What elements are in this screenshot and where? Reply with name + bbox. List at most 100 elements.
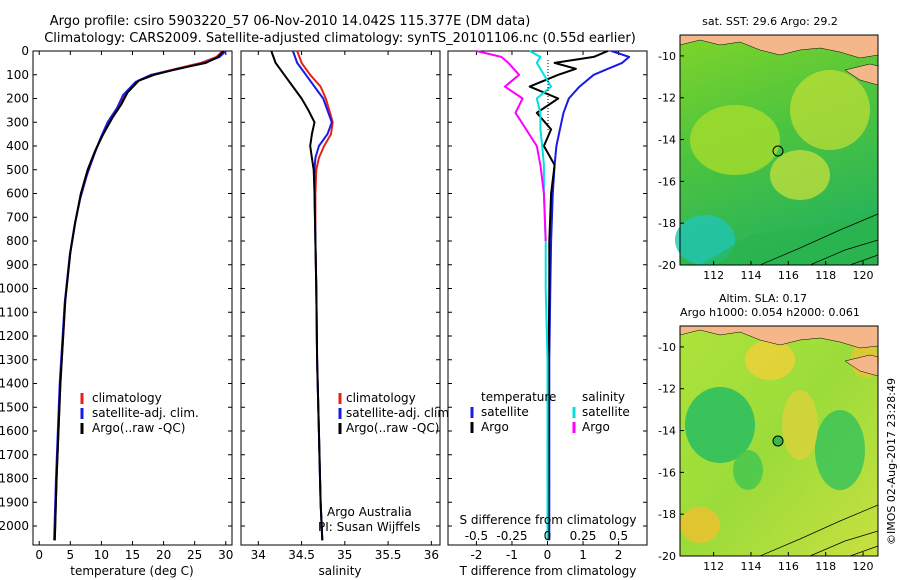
difference-legend-s-argo: Argo (582, 420, 610, 434)
footer-stamp: ©IMOS 02-Aug-2017 23:28:49 (885, 378, 898, 545)
difference-legend-temperature-title: temperature (481, 390, 556, 404)
lon-tick-label: 118 (815, 560, 836, 573)
difference-xlabel: T difference from climatology (459, 564, 637, 578)
x-tick-label: -1 (506, 548, 518, 562)
x-tick-label: 34 (251, 548, 266, 562)
lat-tick-label: -12 (658, 383, 676, 396)
lat-tick-label: -18 (658, 508, 676, 521)
depth-tick-label: 900 (6, 258, 29, 272)
difference-legend-t-satellite: satellite (481, 405, 529, 419)
sla-high-patch (680, 507, 720, 543)
salinity-legend-argo: Argo(..raw -QC) (346, 421, 439, 435)
sst-coastline (849, 254, 879, 266)
temperature-plot-frame (32, 50, 233, 546)
lon-tick-label: 112 (703, 560, 724, 573)
sla-land (679, 325, 879, 349)
x-tick-label: 35.5 (375, 548, 402, 562)
lat-tick-label: -10 (658, 50, 676, 63)
depth-tick-label: 1500 (0, 400, 29, 414)
depth-tick-label: 1000 (0, 282, 29, 296)
sla-map-title-line2: Argo h1000: 0.054 h2000: 0.061 (680, 306, 860, 319)
difference-top-xlabel: S difference from climatology (460, 513, 637, 527)
salinity-note-line2: PI: Susan Wijffels (318, 520, 420, 534)
temperature-depth-axis: 0 100 200 300 400 500 600 700 800 900 1000 1100 1200… (0, 44, 232, 533)
sst-land (679, 34, 879, 59)
lat-tick-label: -16 (658, 175, 676, 188)
x-tick-label: 35 (337, 548, 352, 562)
sla-low-patch (815, 410, 865, 490)
sst-map-title: sat. SST: 29.6 Argo: 29.2 (702, 15, 838, 28)
sla-high-patch (745, 340, 795, 380)
series-line-temperature-argo (528, 50, 609, 541)
lon-tick-label: 116 (778, 269, 799, 282)
lat-tick-label: -18 (658, 217, 676, 230)
lon-tick-label: 112 (703, 269, 724, 282)
salinity-legend: climatology satellite-adj. clim. Argo(..… (338, 391, 453, 435)
temperature-x-axis: 0 5 10 15 20 25 30 (35, 51, 233, 562)
sla-coastline (759, 504, 879, 557)
depth-tick-label: 500 (6, 163, 29, 177)
sla-coastline (809, 530, 879, 557)
difference-top-axis: -0.5 -0.25 0 0.25 0.5 (465, 529, 628, 543)
lat-tick-label: -10 (658, 341, 676, 354)
top-x-tick-label: 0 (544, 529, 552, 543)
difference-legend: temperature satellite Argo salinity sate… (470, 390, 630, 434)
depth-tick-label: 1400 (0, 377, 29, 391)
temperature-legend-climatology: climatology (92, 391, 162, 405)
series-line-argo (270, 50, 324, 541)
depth-tick-label: 1200 (0, 329, 29, 343)
sst-lat-axis: -10 -12 -14 -16 -18 -20 (658, 50, 684, 272)
depth-tick-label: 0 (21, 44, 29, 58)
salinity-plot-frame (240, 50, 441, 546)
salinity-depth-ticks (241, 50, 440, 527)
series-line-argo (53, 50, 225, 541)
difference-legend-s-satellite: satellite (582, 405, 630, 419)
sst-coastline (809, 239, 879, 266)
sla-high-patch (782, 390, 818, 460)
lon-tick-label: 116 (778, 560, 799, 573)
difference-depth-ticks (448, 50, 647, 527)
x-tick-label: 10 (94, 548, 109, 562)
lon-tick-label: 114 (740, 269, 761, 282)
sst-cool-patch (675, 215, 735, 265)
top-x-tick-label: 0.25 (570, 529, 597, 543)
salinity-panel: 34 34.5 35 35.5 36 salinity climatology sate… (240, 50, 453, 578)
sst-map: sat. SST: 29.6 Argo: 29.2 -10-12-14-16-1… (658, 15, 879, 282)
sst-argo-position-marker (772, 145, 784, 157)
depth-tick-label: 1800 (0, 472, 29, 486)
x-tick-label: 5 (66, 548, 74, 562)
top-x-tick-label: 0.5 (609, 529, 628, 543)
lon-tick-label: 120 (853, 269, 874, 282)
temperature-legend-satellite: satellite-adj. clim. (92, 406, 199, 420)
depth-tick-label: 2000 (0, 519, 29, 533)
x-tick-label: 1 (579, 548, 587, 562)
difference-legend-salinity-title: salinity (582, 390, 625, 404)
lat-tick-label: -16 (658, 466, 676, 479)
depth-tick-label: 1100 (0, 305, 29, 319)
x-tick-label: -2 (470, 548, 482, 562)
lon-tick-label: 118 (815, 269, 836, 282)
sst-warm-patch (790, 70, 870, 150)
temperature-panel: 0100200300400500600700800900100011001200… (0, 44, 233, 578)
lat-tick-label: -12 (658, 92, 676, 105)
salinity-legend-climatology: climatology (346, 391, 416, 405)
sla-low-patch (685, 387, 755, 463)
depth-tick-label: 700 (6, 210, 29, 224)
x-tick-label: 0 (544, 548, 552, 562)
temperature-legend: climatology satellite-adj. clim. Argo(..… (80, 391, 199, 435)
sla-coastline (849, 545, 879, 557)
lat-tick-label: -14 (658, 134, 676, 147)
x-tick-label: 2 (615, 548, 623, 562)
sst-coastline (759, 213, 879, 266)
difference-panel: -2 -1 0 1 2 -0.5 -0.25 0 0.25 0.5 S difference f… (447, 50, 648, 578)
sst-shelf (700, 210, 878, 265)
lat-tick-label: -20 (658, 259, 676, 272)
difference-lines (476, 50, 631, 541)
temperature-lines (53, 50, 227, 541)
depth-tick-label: 200 (6, 92, 29, 106)
header-line2: Climatology: CARS2009. Satellite-adjuste… (44, 31, 636, 46)
temperature-xlabel: temperature (deg C) (70, 564, 193, 578)
depth-tick-label: 1300 (0, 353, 29, 367)
salinity-legend-satellite: satellite-adj. clim. (346, 406, 453, 420)
